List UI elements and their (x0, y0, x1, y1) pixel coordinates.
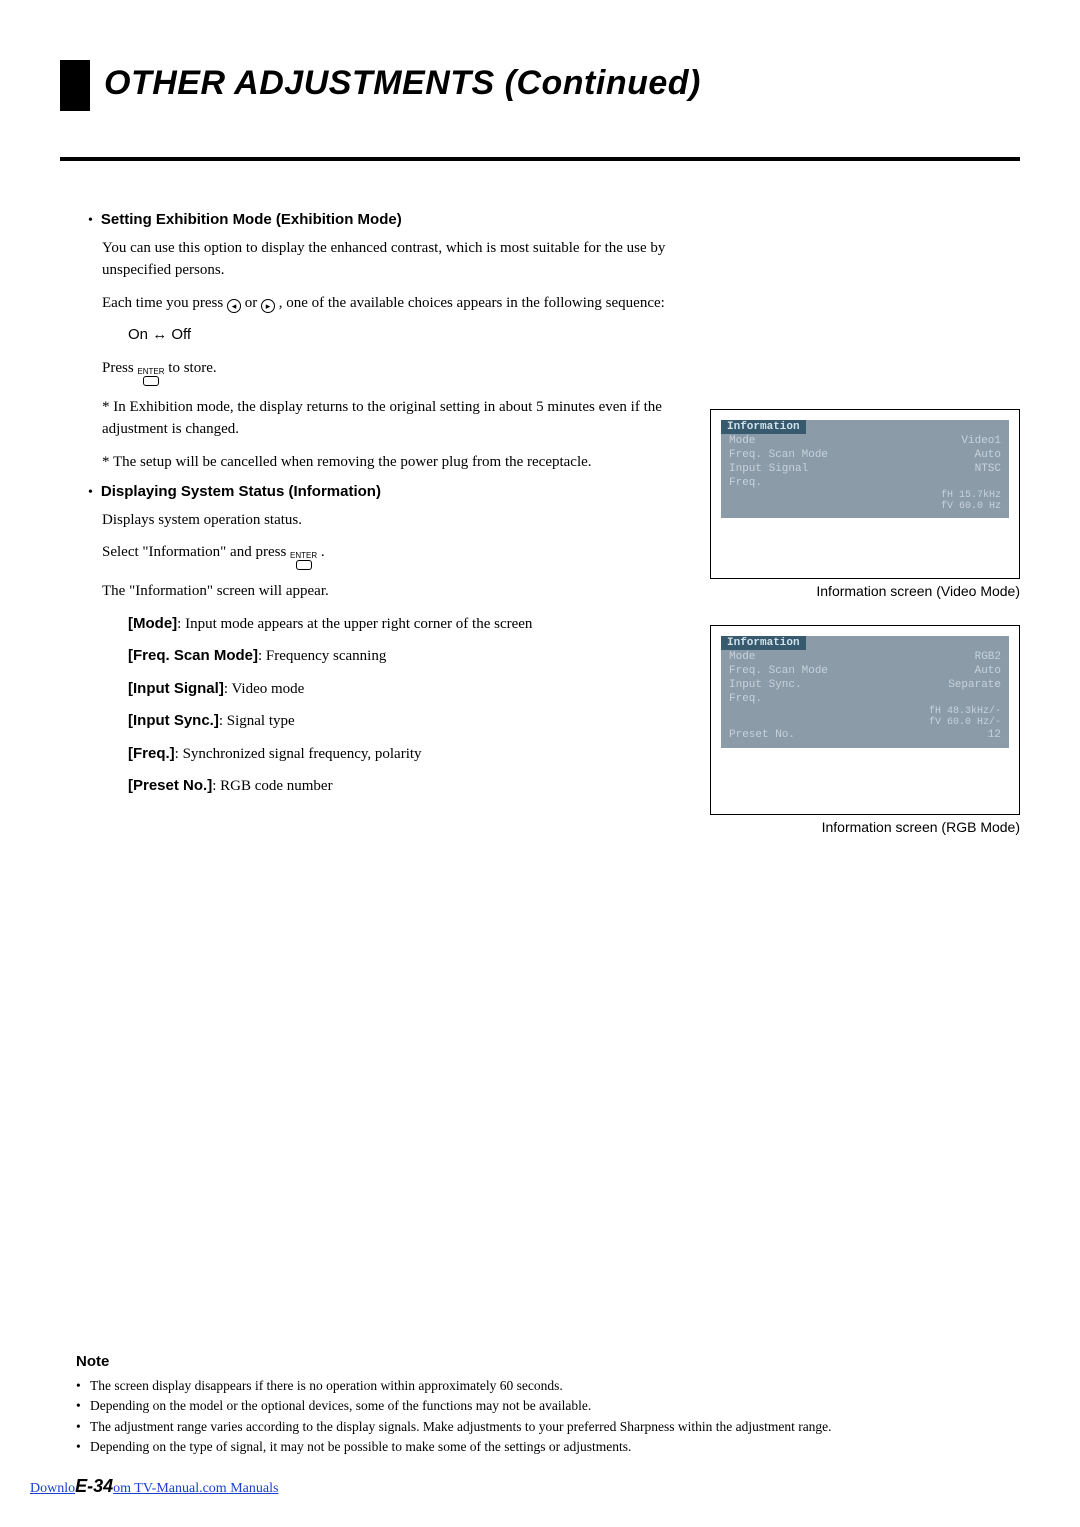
section-heading-information: Displaying System Status (Information) (101, 483, 381, 500)
page-title: OTHER ADJUSTMENTS (Continued) (104, 60, 1020, 111)
osd-screenshot-video: Information ModeVideo1 Freq. Scan ModeAu… (710, 409, 1020, 579)
osd-title: Information (721, 636, 806, 650)
body-text: Select "Information" and press ENTER . (102, 541, 708, 570)
info-item: [Mode]: Input mode appears at the upper … (128, 613, 708, 636)
bullet-icon: • (88, 211, 93, 231)
info-item: [Input Signal]: Video mode (128, 678, 708, 701)
footer: DownloE-34om TV-Manual.com Manuals (30, 1476, 278, 1497)
body-text: The "Information" screen will appear. (102, 580, 708, 603)
note-text: * The setup will be cancelled when remov… (102, 451, 708, 474)
section-heading-exhibition: Setting Exhibition Mode (Exhibition Mode… (101, 211, 402, 228)
download-link[interactable]: om TV-Manual.com Manuals (113, 1481, 278, 1496)
info-item: [Input Sync.]: Signal type (128, 710, 708, 733)
enter-button-icon: ENTER (290, 552, 317, 570)
body-text: Each time you press ◂ or ▸ , one of the … (102, 292, 708, 315)
title-rule (60, 157, 1020, 161)
note-item: Depending on the model or the optional d… (76, 1396, 1020, 1416)
osd-caption-rgb: Information screen (RGB Mode) (710, 819, 1020, 835)
note-list: The screen display disappears if there i… (76, 1376, 1020, 1457)
download-link[interactable]: Downlo (30, 1481, 75, 1496)
toggle-sequence: On ↔ Off (128, 324, 708, 347)
osd-caption-video: Information screen (Video Mode) (710, 583, 1020, 599)
osd-title: Information (721, 420, 806, 434)
body-text: Press ENTER to store. (102, 357, 708, 386)
enter-button-icon: ENTER (137, 368, 164, 386)
bullet-icon: • (88, 483, 93, 503)
info-item: [Freq. Scan Mode]: Frequency scanning (128, 645, 708, 668)
right-button-icon: ▸ (261, 299, 275, 313)
title-accent-block (60, 60, 90, 111)
body-text: You can use this option to display the e… (102, 237, 708, 282)
left-button-icon: ◂ (227, 299, 241, 313)
note-item: The adjustment range varies according to… (76, 1417, 1020, 1437)
note-text: * In Exhibition mode, the display return… (102, 396, 708, 441)
note-item: Depending on the type of signal, it may … (76, 1437, 1020, 1457)
info-item: [Freq.]: Synchronized signal frequency, … (128, 743, 708, 766)
body-text: Displays system operation status. (102, 509, 708, 532)
osd-screenshot-rgb: Information ModeRGB2 Freq. Scan ModeAuto… (710, 625, 1020, 815)
note-item: The screen display disappears if there i… (76, 1376, 1020, 1396)
info-item: [Preset No.]: RGB code number (128, 775, 708, 798)
note-heading: Note (76, 1353, 1020, 1370)
